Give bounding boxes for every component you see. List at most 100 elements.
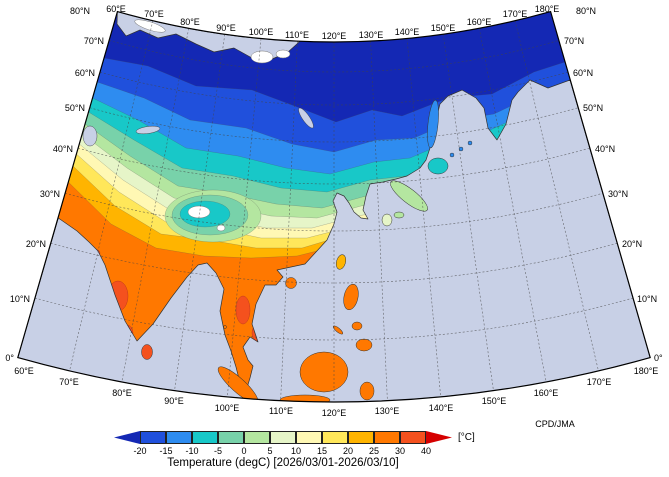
map-frame bbox=[17, 10, 651, 403]
colorbar-cells bbox=[114, 431, 452, 444]
lake-baikal bbox=[298, 107, 314, 129]
lon-label-top-110e: 110°E bbox=[285, 30, 309, 40]
lon-label-top-120e: 120°E bbox=[322, 31, 347, 41]
colorbar-tick-label: 30 bbox=[394, 446, 406, 456]
island-kuril-1 bbox=[449, 152, 455, 158]
lat-label-right-10n: 10°N bbox=[637, 294, 657, 304]
colorbar-cell bbox=[140, 431, 166, 444]
lon-label-top-60e: 60°E bbox=[106, 4, 126, 14]
island-sulawesi bbox=[359, 381, 375, 401]
hotspot-burma bbox=[235, 295, 251, 325]
lat-label-right-60n: 60°N bbox=[573, 68, 593, 78]
colorbar-cell bbox=[348, 431, 374, 444]
lon-label-top-100e: 100°E bbox=[249, 27, 274, 37]
colorbar-tick-label: 0 bbox=[241, 446, 247, 456]
lat-label-right-20n: 20°N bbox=[622, 239, 642, 249]
lon-label-top-80e: 80°E bbox=[180, 17, 200, 27]
lat-label-left-70n: 70°N bbox=[84, 36, 104, 46]
island-visayas bbox=[351, 321, 363, 331]
island-borneo bbox=[299, 351, 349, 393]
lat-label-left-0: 0° bbox=[5, 353, 14, 363]
lon-label-top-90e: 90°E bbox=[216, 23, 236, 33]
lon-label-bottom-80e: 80°E bbox=[112, 388, 132, 398]
map-title: Temperature (degC) [2026/03/01-2026/03/1… bbox=[167, 457, 399, 469]
lon-label-top-70e: 70°E bbox=[144, 9, 164, 19]
lon-label-bottom-130e: 130°E bbox=[375, 406, 400, 416]
colorbar-tick-labels: -20 -15 -10 -5 0 5 10 15 20 25 30 40 bbox=[114, 444, 452, 456]
tibet-nodata-patch bbox=[187, 205, 211, 219]
lat-label-top-left: 80°N bbox=[70, 6, 90, 16]
island-novaya-zemlya bbox=[134, 19, 166, 33]
lon-label-top-140e: 140°E bbox=[395, 27, 420, 37]
island-java bbox=[279, 394, 331, 402]
lat-label-right-0: 0° bbox=[654, 353, 663, 363]
lake-aral bbox=[82, 125, 98, 147]
lon-label-bottom-90e: 90°E bbox=[164, 396, 184, 406]
colorbar-tick-label: -10 bbox=[185, 446, 199, 456]
lat-label-left-30n: 30°N bbox=[40, 189, 60, 199]
colorbar-tick-label: 5 bbox=[267, 446, 273, 456]
colorbar-tick-label: 20 bbox=[342, 446, 354, 456]
island-hokkaido bbox=[427, 157, 449, 175]
colorbar-tick-label: -5 bbox=[213, 446, 223, 456]
lat-label-left-10n: 10°N bbox=[10, 294, 30, 304]
lat-label-left-60n: 60°N bbox=[75, 68, 95, 78]
island-kuril-3 bbox=[467, 140, 473, 146]
colorbar-unit-label: [°C] bbox=[458, 432, 475, 443]
colorbar-cell bbox=[400, 431, 426, 444]
lat-label-right-40n: 40°N bbox=[595, 144, 615, 154]
island-kuril-2 bbox=[458, 146, 464, 152]
grid-labels: 80°N 60°E 70°E 80°E 90°E 100°E 110°E 120… bbox=[5, 4, 663, 418]
lat-label-left-40n: 40°N bbox=[53, 144, 73, 154]
colorbar-cell bbox=[192, 431, 218, 444]
lon-label-top-160e: 160°E bbox=[467, 17, 492, 27]
lon-label-top-170e: 170°E bbox=[503, 9, 528, 19]
lon-label-top-130e: 130°E bbox=[359, 30, 384, 40]
graticule bbox=[34, 20, 634, 402]
lon-label-bottom-150e: 150°E bbox=[482, 396, 507, 406]
colorbar-cell bbox=[296, 431, 322, 444]
colorbar-tick-label: 10 bbox=[290, 446, 302, 456]
colorbar-tick-label: -15 bbox=[159, 446, 173, 456]
island-taiwan bbox=[335, 254, 347, 270]
island-hainan bbox=[285, 277, 297, 289]
tibet-nodata-patch-small bbox=[216, 224, 226, 232]
lat-label-left-20n: 20°N bbox=[26, 239, 46, 249]
island-palawan bbox=[332, 325, 344, 335]
lat-label-top-right: 80°N bbox=[576, 6, 596, 16]
colorbar-cell bbox=[270, 431, 296, 444]
lon-label-bottom-160e: 160°E bbox=[534, 388, 559, 398]
island-andaman bbox=[223, 325, 227, 329]
island-srilanka bbox=[141, 344, 153, 360]
colorbar-cell bbox=[374, 431, 400, 444]
island-honshu bbox=[390, 180, 428, 212]
lon-label-bottom-140e: 140°E bbox=[429, 403, 454, 413]
colorbar: -20 -15 -10 -5 0 5 10 15 20 25 30 40 [°C] bbox=[114, 431, 475, 461]
lat-label-left-50n: 50°N bbox=[65, 103, 85, 113]
lon-label-bottom-70e: 70°E bbox=[59, 377, 79, 387]
lake-balkhash bbox=[135, 125, 161, 135]
arctic-nodata-2 bbox=[275, 49, 291, 59]
colorbar-cell bbox=[114, 431, 140, 444]
lon-label-bottom-100e: 100°E bbox=[215, 403, 240, 413]
credit-label: CPD/JMA bbox=[535, 419, 575, 429]
lon-label-top-150e: 150°E bbox=[431, 23, 456, 33]
lon-label-top-180e: 180°E bbox=[535, 4, 560, 14]
island-sumatra bbox=[217, 366, 259, 402]
lat-label-right-50n: 50°N bbox=[583, 103, 603, 113]
island-kyushu bbox=[381, 213, 393, 227]
lon-label-bottom-120e: 120°E bbox=[322, 408, 347, 418]
island-luzon bbox=[343, 283, 359, 311]
island-shikoku bbox=[393, 211, 405, 219]
colorbar-cell bbox=[218, 431, 244, 444]
colorbar-tick-label: 40 bbox=[420, 446, 432, 456]
lon-label-bottom-180e: 180°E bbox=[634, 366, 659, 376]
lon-label-bottom-110e: 110°E bbox=[269, 406, 293, 416]
colorbar-cell bbox=[322, 431, 348, 444]
lat-label-right-30n: 30°N bbox=[608, 189, 628, 199]
colorbar-cell bbox=[166, 431, 192, 444]
lon-label-bottom-170e: 170°E bbox=[587, 377, 612, 387]
island-mindanao bbox=[355, 338, 373, 352]
colorbar-cell bbox=[426, 431, 452, 444]
